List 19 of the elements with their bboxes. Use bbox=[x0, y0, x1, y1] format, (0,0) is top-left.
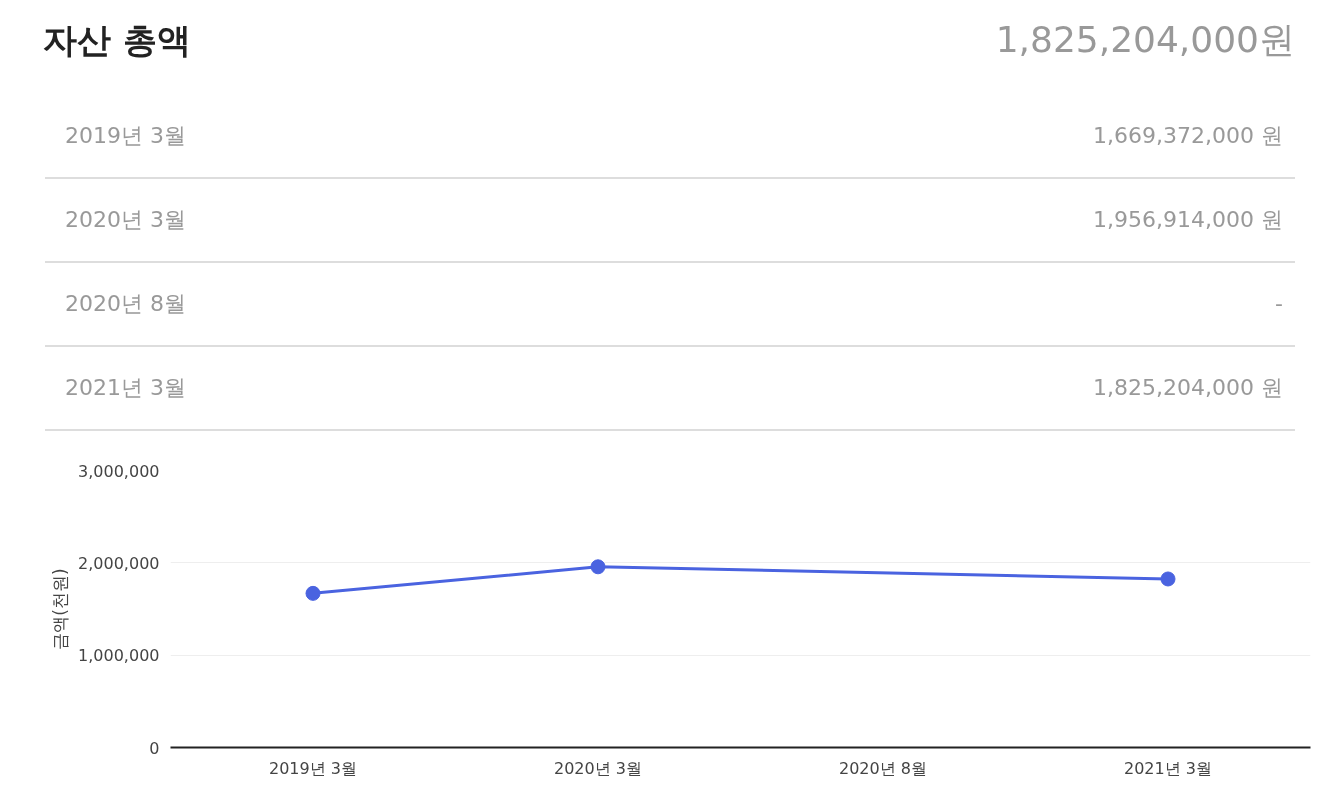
y-axis-title: 금액(천원) bbox=[50, 568, 71, 650]
y-tick-label: 2,000,000 bbox=[78, 553, 160, 573]
text: - bbox=[1275, 290, 1283, 319]
y-tick-label: 3,000,000 bbox=[78, 461, 160, 481]
chart-subtitle: 1,825,204,000원 bbox=[995, 18, 1295, 63]
category-label: 2020년 3월 bbox=[65, 207, 186, 233]
category-label: 2019년 3월 bbox=[65, 123, 186, 149]
text: 1,669,372,000 원 bbox=[1093, 122, 1283, 151]
y-tick-label: 1,000,000 bbox=[78, 646, 160, 666]
category-label: 2020년 8월 bbox=[65, 291, 186, 317]
y-tick-label: 0 bbox=[149, 738, 160, 758]
text: 1,825,204,000 원 bbox=[1093, 374, 1283, 403]
chart-title: 자산 총액 bbox=[42, 18, 191, 62]
x-tick-label: 2019년 3월 bbox=[269, 758, 357, 778]
category-label: 2021년 3월 bbox=[65, 375, 186, 401]
text: 1,956,914,000 원 bbox=[1093, 206, 1283, 235]
x-tick-label: 2020년 8월 bbox=[839, 758, 927, 778]
x-tick-label: 2020년 3월 bbox=[554, 758, 642, 778]
x-tick-label: 2021년 3월 bbox=[1124, 758, 1212, 778]
